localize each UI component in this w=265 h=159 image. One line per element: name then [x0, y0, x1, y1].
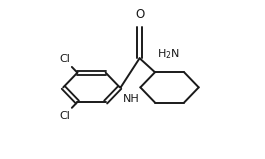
Text: Cl: Cl [59, 111, 70, 121]
Text: H$_2$N: H$_2$N [157, 47, 179, 61]
Text: O: O [135, 8, 144, 21]
Text: NH: NH [123, 94, 140, 104]
Text: Cl: Cl [59, 54, 70, 64]
